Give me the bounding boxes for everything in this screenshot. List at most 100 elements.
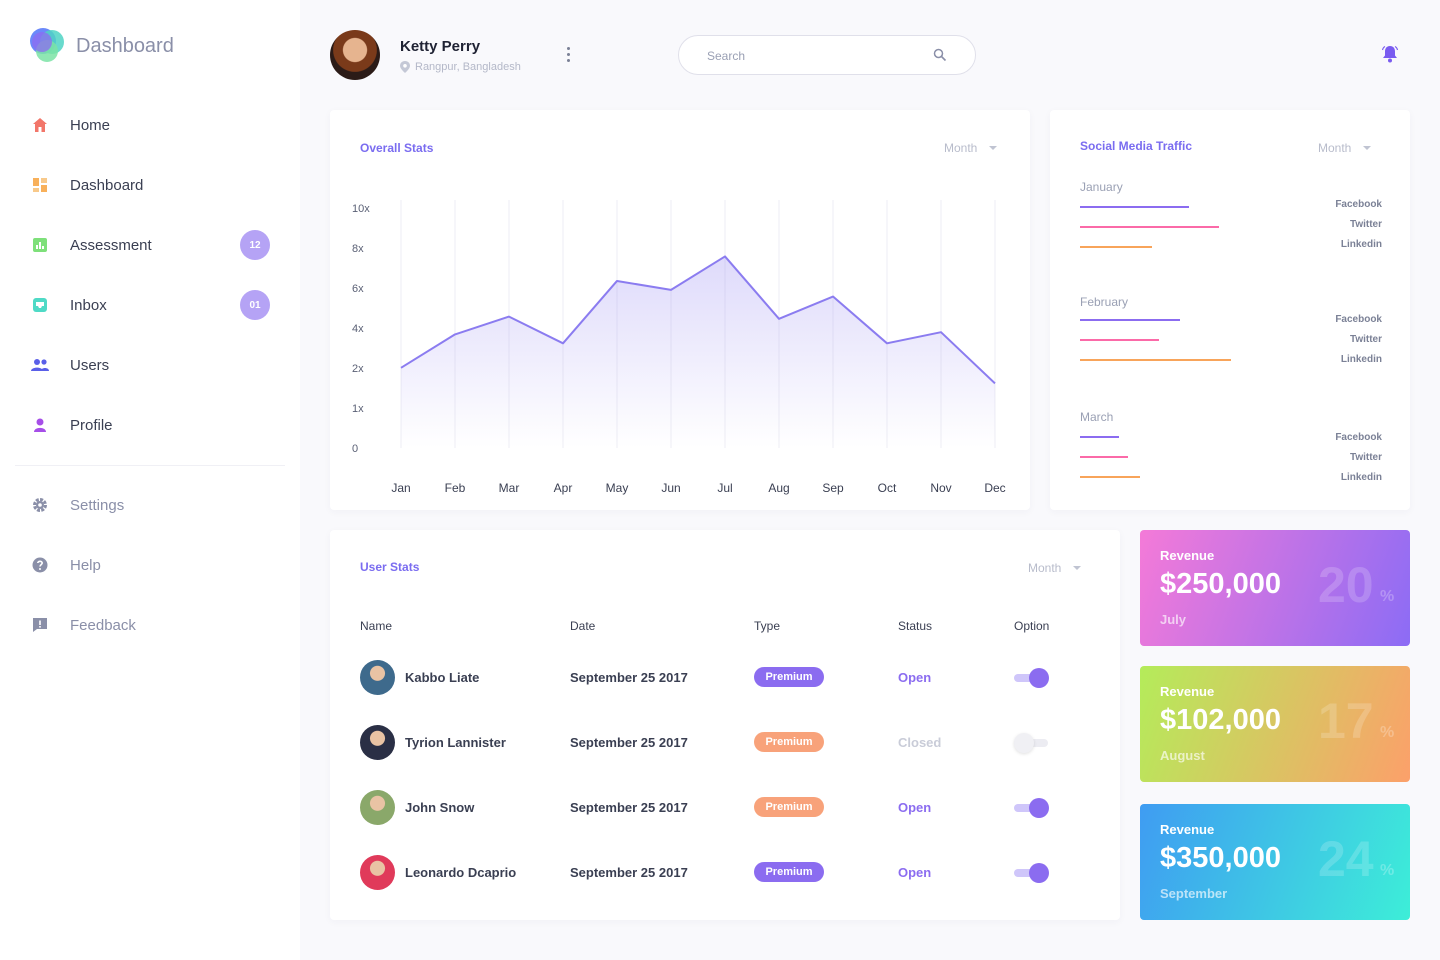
type-badge: Premium [754,667,824,687]
sidebar-item-settings[interactable]: Settings [0,475,300,535]
social-month-group: January Facebook Twitter Linkedin [1080,180,1382,280]
x-tick-label: Feb [445,481,466,495]
option-toggle[interactable] [1014,733,1050,753]
social-month-group: March Facebook Twitter Linkedin [1080,410,1382,510]
x-tick-label: Apr [554,481,573,495]
option-toggle[interactable] [1014,863,1050,883]
y-tick-label: 4x [352,323,364,335]
social-media-traffic-card: Social Media Traffic Month January Facebo… [1050,110,1410,510]
sidebar-item-profile[interactable]: Profile [0,395,300,455]
date-cell: September 25 2017 [570,735,688,750]
avatar[interactable] [360,660,395,695]
user-name-cell: Kabbo Liate [405,670,480,685]
social-network-label: Linkedin [1340,472,1382,483]
sidebar-item-users[interactable]: Users [0,335,300,395]
revenue-amount: $350,000 [1160,842,1281,874]
revenue-percent: 20 [1318,557,1374,613]
social-bar-twitter [1080,339,1159,341]
column-header-name[interactable]: Name [360,619,393,633]
option-toggle[interactable] [1014,668,1050,688]
y-tick-label: 1x [352,403,364,415]
brand-title: Dashboard [76,34,174,57]
status-cell: Closed [898,735,942,750]
revenue-card[interactable]: Revenue $250,000 July 20% [1140,530,1410,646]
status-cell: Open [898,865,932,880]
social-bar-twitter [1080,456,1129,458]
user-name: Ketty Perry [400,38,481,55]
sidebar-item-label: Dashboard [70,176,144,194]
column-header-status[interactable]: Status [898,619,933,633]
column-header-date[interactable]: Date [570,619,596,633]
users-icon [30,355,50,375]
sidebar-item-label: Users [70,356,110,374]
revenue-percent: 24 [1318,831,1374,887]
assessment-icon [30,235,50,255]
column-header-type[interactable]: Type [754,619,781,633]
sidebar-secondary-nav: Settings Help Feedback [0,475,300,655]
search-icon[interactable] [933,48,947,62]
revenue-label: Revenue [1160,548,1215,563]
avatar[interactable] [360,725,395,760]
user-location-text: Rangpur, Bangladesh [415,61,521,73]
x-tick-label: Sep [822,481,844,495]
y-tick-label: 2x [352,363,364,375]
y-tick-label: 6x [352,283,364,295]
toggle-knob [1029,863,1049,883]
revenue-card[interactable]: Revenue $102,000 August 17% [1140,666,1410,782]
sidebar-item-inbox[interactable]: Inbox 01 [0,275,300,335]
user-name-cell: John Snow [405,800,475,815]
social-network-label: Twitter [1349,334,1382,345]
toggle-knob [1029,668,1049,688]
table-row: Kabbo Liate September 25 2017 Premium Open [330,652,1120,702]
brand[interactable]: Dashboard [30,28,174,64]
overall-stats-chart: 10x 8x 6x 4x 2x 1x 0 Jan Feb Mar Apr May Jun Jul Aug Se… [352,200,1006,495]
column-header-option[interactable]: Option [1014,619,1050,633]
notification-badge: 12 [240,230,270,260]
social-bar-facebook [1080,436,1120,438]
sidebar-item-assessment[interactable]: Assessment 12 [0,215,300,275]
more-options-icon[interactable] [560,44,576,64]
avatar[interactable] [360,855,395,890]
nav-divider [15,465,285,466]
x-tick-label: Mar [499,481,520,495]
revenue-card[interactable]: Revenue $350,000 September 24% [1140,804,1410,920]
date-cell: September 25 2017 [570,800,688,815]
option-toggle[interactable] [1014,798,1050,818]
revenue-percent-sign: % [1380,862,1395,879]
social-network-label: Linkedin [1340,239,1382,250]
dashboard-icon [30,175,50,195]
social-bar-linkedin [1080,476,1141,478]
date-cell: September 25 2017 [570,670,688,685]
series-area [401,256,995,448]
sidebar-item-dashboard[interactable]: Dashboard [0,155,300,215]
social-month-label: March [1080,410,1114,424]
toggle-knob [1029,798,1049,818]
social-month-label: January [1080,180,1123,194]
period-select[interactable]: Month [944,141,998,155]
type-badge: Premium [754,862,824,882]
social-network-label: Facebook [1335,432,1382,443]
brand-logo [30,28,66,64]
revenue-label: Revenue [1160,822,1215,837]
social-network-label: Linkedin [1340,354,1382,365]
help-icon [30,555,50,575]
period-select[interactable]: Month [1318,141,1372,155]
sidebar: Dashboard Home Dashboard Assessment 12 [0,0,300,960]
card-title: User Stats [360,560,420,574]
user-avatar[interactable] [330,30,380,80]
sidebar-item-label: Home [70,116,111,134]
social-bar-facebook [1080,206,1189,208]
sidebar-item-help[interactable]: Help [0,535,300,595]
sidebar-item-feedback[interactable]: Feedback [0,595,300,655]
search-input[interactable] [707,46,927,66]
date-cell: September 25 2017 [570,865,688,880]
revenue-month: August [1160,748,1205,763]
bell-icon[interactable] [1380,44,1400,64]
search-box [678,35,976,75]
sidebar-item-label: Profile [70,416,113,434]
period-select[interactable]: Month [1028,561,1082,575]
sidebar-item-home[interactable]: Home [0,95,300,155]
sidebar-item-label: Help [70,556,101,574]
avatar[interactable] [360,790,395,825]
x-tick-label: Oct [878,481,897,495]
